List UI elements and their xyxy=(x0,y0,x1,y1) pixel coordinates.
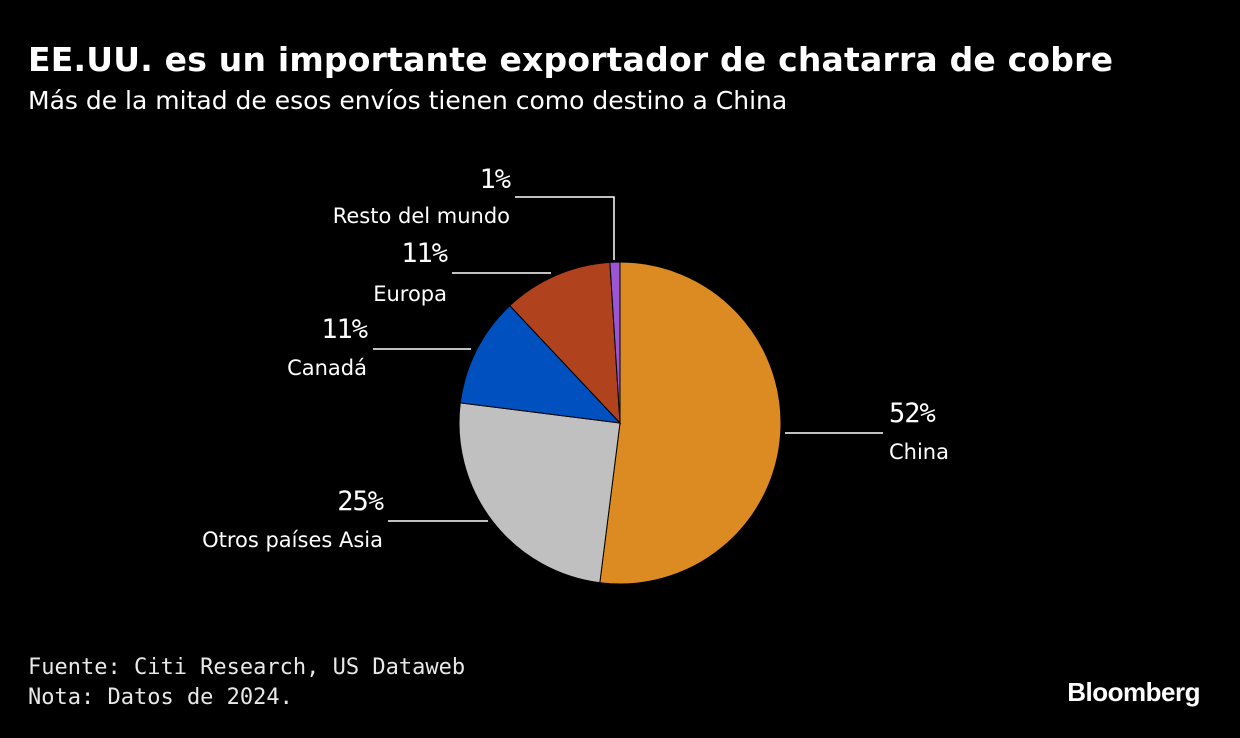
bloomberg-logo: Bloomberg xyxy=(1067,677,1200,707)
slice-category-label: China xyxy=(889,440,949,464)
pie-leader-lines xyxy=(373,196,883,522)
slice-value-label: 11% xyxy=(321,314,368,345)
footer: Fuente: Citi Research, US Dataweb Nota: … xyxy=(28,653,465,713)
slice-category-label: Resto del mundo xyxy=(333,204,510,228)
slice-category-label: Canadá xyxy=(287,356,367,380)
source-note: Fuente: Citi Research, US Dataweb xyxy=(28,655,466,680)
pie-slice-europa xyxy=(509,261,621,425)
pie-slice-otros-países-asia xyxy=(458,402,621,584)
slice-value-label: 1% xyxy=(479,164,510,195)
pie-slices xyxy=(458,261,782,585)
slice-value-label: 25% xyxy=(337,486,384,517)
pie-slice-china xyxy=(599,261,782,585)
leader-line xyxy=(515,196,615,260)
data-note: Nota: Datos de 2024. xyxy=(28,685,293,710)
pie-slice-resto-del-mundo xyxy=(609,261,621,424)
pie-labels: 52% China 25% Otros países Asia 11% Canadá 11%… xyxy=(202,164,949,552)
slice-category-label: Europa xyxy=(373,282,447,306)
chart-subtitle: Más de la mitad de esos envíos tienen co… xyxy=(28,86,788,115)
pie-slice-canadá xyxy=(459,304,622,424)
chart-title: EE.UU. es un importante exportador de ch… xyxy=(28,40,1114,79)
slice-value-label: 11% xyxy=(401,238,448,269)
slice-value-label: 52% xyxy=(889,398,936,429)
slice-category-label: Otros países Asia xyxy=(202,528,383,552)
